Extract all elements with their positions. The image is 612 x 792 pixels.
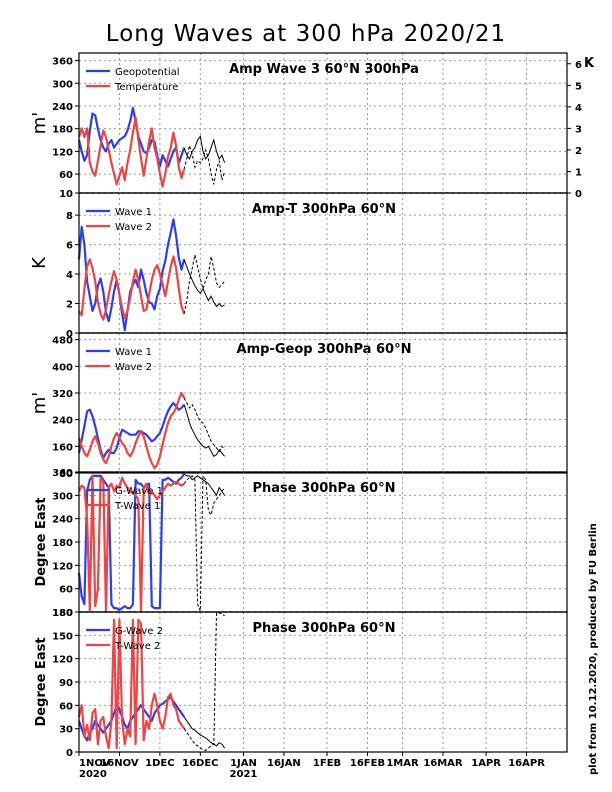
forecast-wave-2 xyxy=(183,254,225,314)
panel-5: 0 30 60 90 120 150 180 Degree East Phase 300hPa … xyxy=(34,608,568,759)
ytick-label: 8 xyxy=(66,211,73,222)
panel-title: Amp-T 300hPa 60°N xyxy=(252,202,396,217)
ytick-label: 30 xyxy=(59,725,73,736)
footer-credit: plot from 10.12.2020, produced by FU Ber… xyxy=(588,523,599,775)
xtick-label: 16MAR xyxy=(423,758,463,769)
panel-title: Amp Wave 3 60°N 300hPa xyxy=(229,62,419,77)
panel-title: Phase 300hPa 60°N xyxy=(253,621,396,636)
ytick-label: 180 xyxy=(52,608,73,619)
forecast-wave-1 xyxy=(183,404,225,457)
series-g-wave-1 xyxy=(77,473,186,612)
panel-title: Phase 300hPa 60°N xyxy=(253,481,396,496)
series-t-wave-2 xyxy=(77,618,186,750)
year-label: 2020 xyxy=(79,769,107,780)
ytick-right-label: 1 xyxy=(575,167,582,178)
ytick-label: 320 xyxy=(52,389,73,400)
forecast-t-wave-2 xyxy=(183,612,225,751)
legend-label: Wave 2 xyxy=(115,362,152,373)
year-label: 2021 xyxy=(230,769,258,780)
panel-1: 10 60 120 180 240 300 360 0 1 2 3 4 5 6 Km' Amp Wave 3 … xyxy=(29,52,595,200)
ytick-label: 300 xyxy=(52,79,73,90)
ylabel: m' xyxy=(29,392,50,414)
panel-4: 180 60 120 180 240 300 360 Degree East Phase 300… xyxy=(34,468,568,619)
ytick-label: 360 xyxy=(52,468,73,479)
ytick-label: 0 xyxy=(66,329,73,340)
ytick-label: 150 xyxy=(52,631,73,642)
ylabel: m' xyxy=(29,112,50,134)
xtick-label: 16DEC xyxy=(182,758,218,769)
ytick-right-label: 2 xyxy=(575,146,582,157)
forecast-wave-2 xyxy=(183,397,225,453)
ytick-label: 360 xyxy=(52,57,73,68)
ylabel-right: K xyxy=(584,56,595,71)
ytick-label: 60 xyxy=(59,170,73,181)
series-temperature xyxy=(77,116,186,188)
ylabel: Degree East xyxy=(34,497,49,586)
xtick-label: 1DEC xyxy=(145,758,174,769)
ytick-label: 90 xyxy=(59,678,73,689)
panel-2: 0 2 4 6 8 K Amp-T 300hPa 60°N Wave 1 Wave 2 xyxy=(29,192,568,340)
legend-label: Wave 1 xyxy=(115,207,152,218)
ytick-label: 480 xyxy=(52,336,73,347)
series-t-wave-1 xyxy=(78,474,185,613)
panel-3: 80 160 240 320 400 480 m' Amp-Geop 300hPa 60°N W… xyxy=(29,332,568,480)
xtick-label: 16APR xyxy=(508,758,545,769)
legend-label: Wave 2 xyxy=(115,222,152,233)
forecast-temperature xyxy=(183,143,226,185)
legend-label: G-Wave 1 xyxy=(115,486,163,497)
xtick-label: 1FEB xyxy=(313,758,341,769)
ytick-label: 240 xyxy=(52,102,73,113)
panel-title: Amp-Geop 300hPa 60°N xyxy=(237,342,412,357)
xtick-label: 16JAN xyxy=(267,758,301,769)
ytick-label: 60 xyxy=(59,585,73,596)
ytick-label: 160 xyxy=(52,442,73,453)
figure-title: Long Waves at 300 hPa 2020/21 xyxy=(106,21,506,47)
ylabel: K xyxy=(29,256,50,269)
ytick-label: 60 xyxy=(59,701,73,712)
ytick-label: 240 xyxy=(52,416,73,427)
series-wave-2 xyxy=(77,391,186,470)
forecast-g-wave-1 xyxy=(183,473,226,497)
ytick-right-label: 4 xyxy=(575,103,582,114)
ytick-label: 400 xyxy=(52,362,73,373)
ytick-label: 120 xyxy=(52,655,73,666)
legend-label: T-Wave 1 xyxy=(114,501,160,512)
ytick-right-label: 3 xyxy=(575,124,582,135)
xtick-label: 16NOV xyxy=(100,758,139,769)
ytick-label: 10 xyxy=(59,189,73,200)
xtick-label: 1APR xyxy=(471,758,501,769)
ytick-label: 80 xyxy=(59,469,73,480)
legend-label: Temperature xyxy=(114,82,178,93)
ytick-label: 240 xyxy=(52,515,73,526)
ytick-right-label: 5 xyxy=(575,81,582,92)
ylabel: Degree East xyxy=(34,637,49,726)
forecast-t-wave-1 xyxy=(183,474,226,612)
xtick-label: 1NOV xyxy=(79,758,111,769)
ytick-label: 120 xyxy=(52,147,73,158)
legend-label: T-Wave 2 xyxy=(114,641,160,652)
ytick-label: 180 xyxy=(52,538,73,549)
ytick-label: 2 xyxy=(66,300,73,311)
ytick-label: 180 xyxy=(52,608,73,619)
forecast-g-wave-2 xyxy=(183,716,226,749)
ytick-label: 120 xyxy=(52,561,73,572)
ytick-label: 0 xyxy=(66,748,73,759)
xtick-label: 1MAR xyxy=(386,758,419,769)
legend-label: G-Wave 2 xyxy=(115,626,163,637)
legend-label: Geopotential xyxy=(115,67,180,78)
xtick-label: 1JAN xyxy=(230,758,257,769)
xtick-label: 16FEB xyxy=(350,758,385,769)
ytick-label: 300 xyxy=(52,491,73,502)
ytick-label: 4 xyxy=(66,270,73,281)
ytick-right-label: 6 xyxy=(575,60,582,71)
legend-label: Wave 1 xyxy=(115,347,152,358)
ytick-label: 180 xyxy=(52,125,73,136)
series-wave-1 xyxy=(77,401,185,460)
ytick-right-label: 0 xyxy=(575,189,582,200)
ytick-label: 6 xyxy=(66,241,73,252)
series-wave-2 xyxy=(78,255,186,321)
